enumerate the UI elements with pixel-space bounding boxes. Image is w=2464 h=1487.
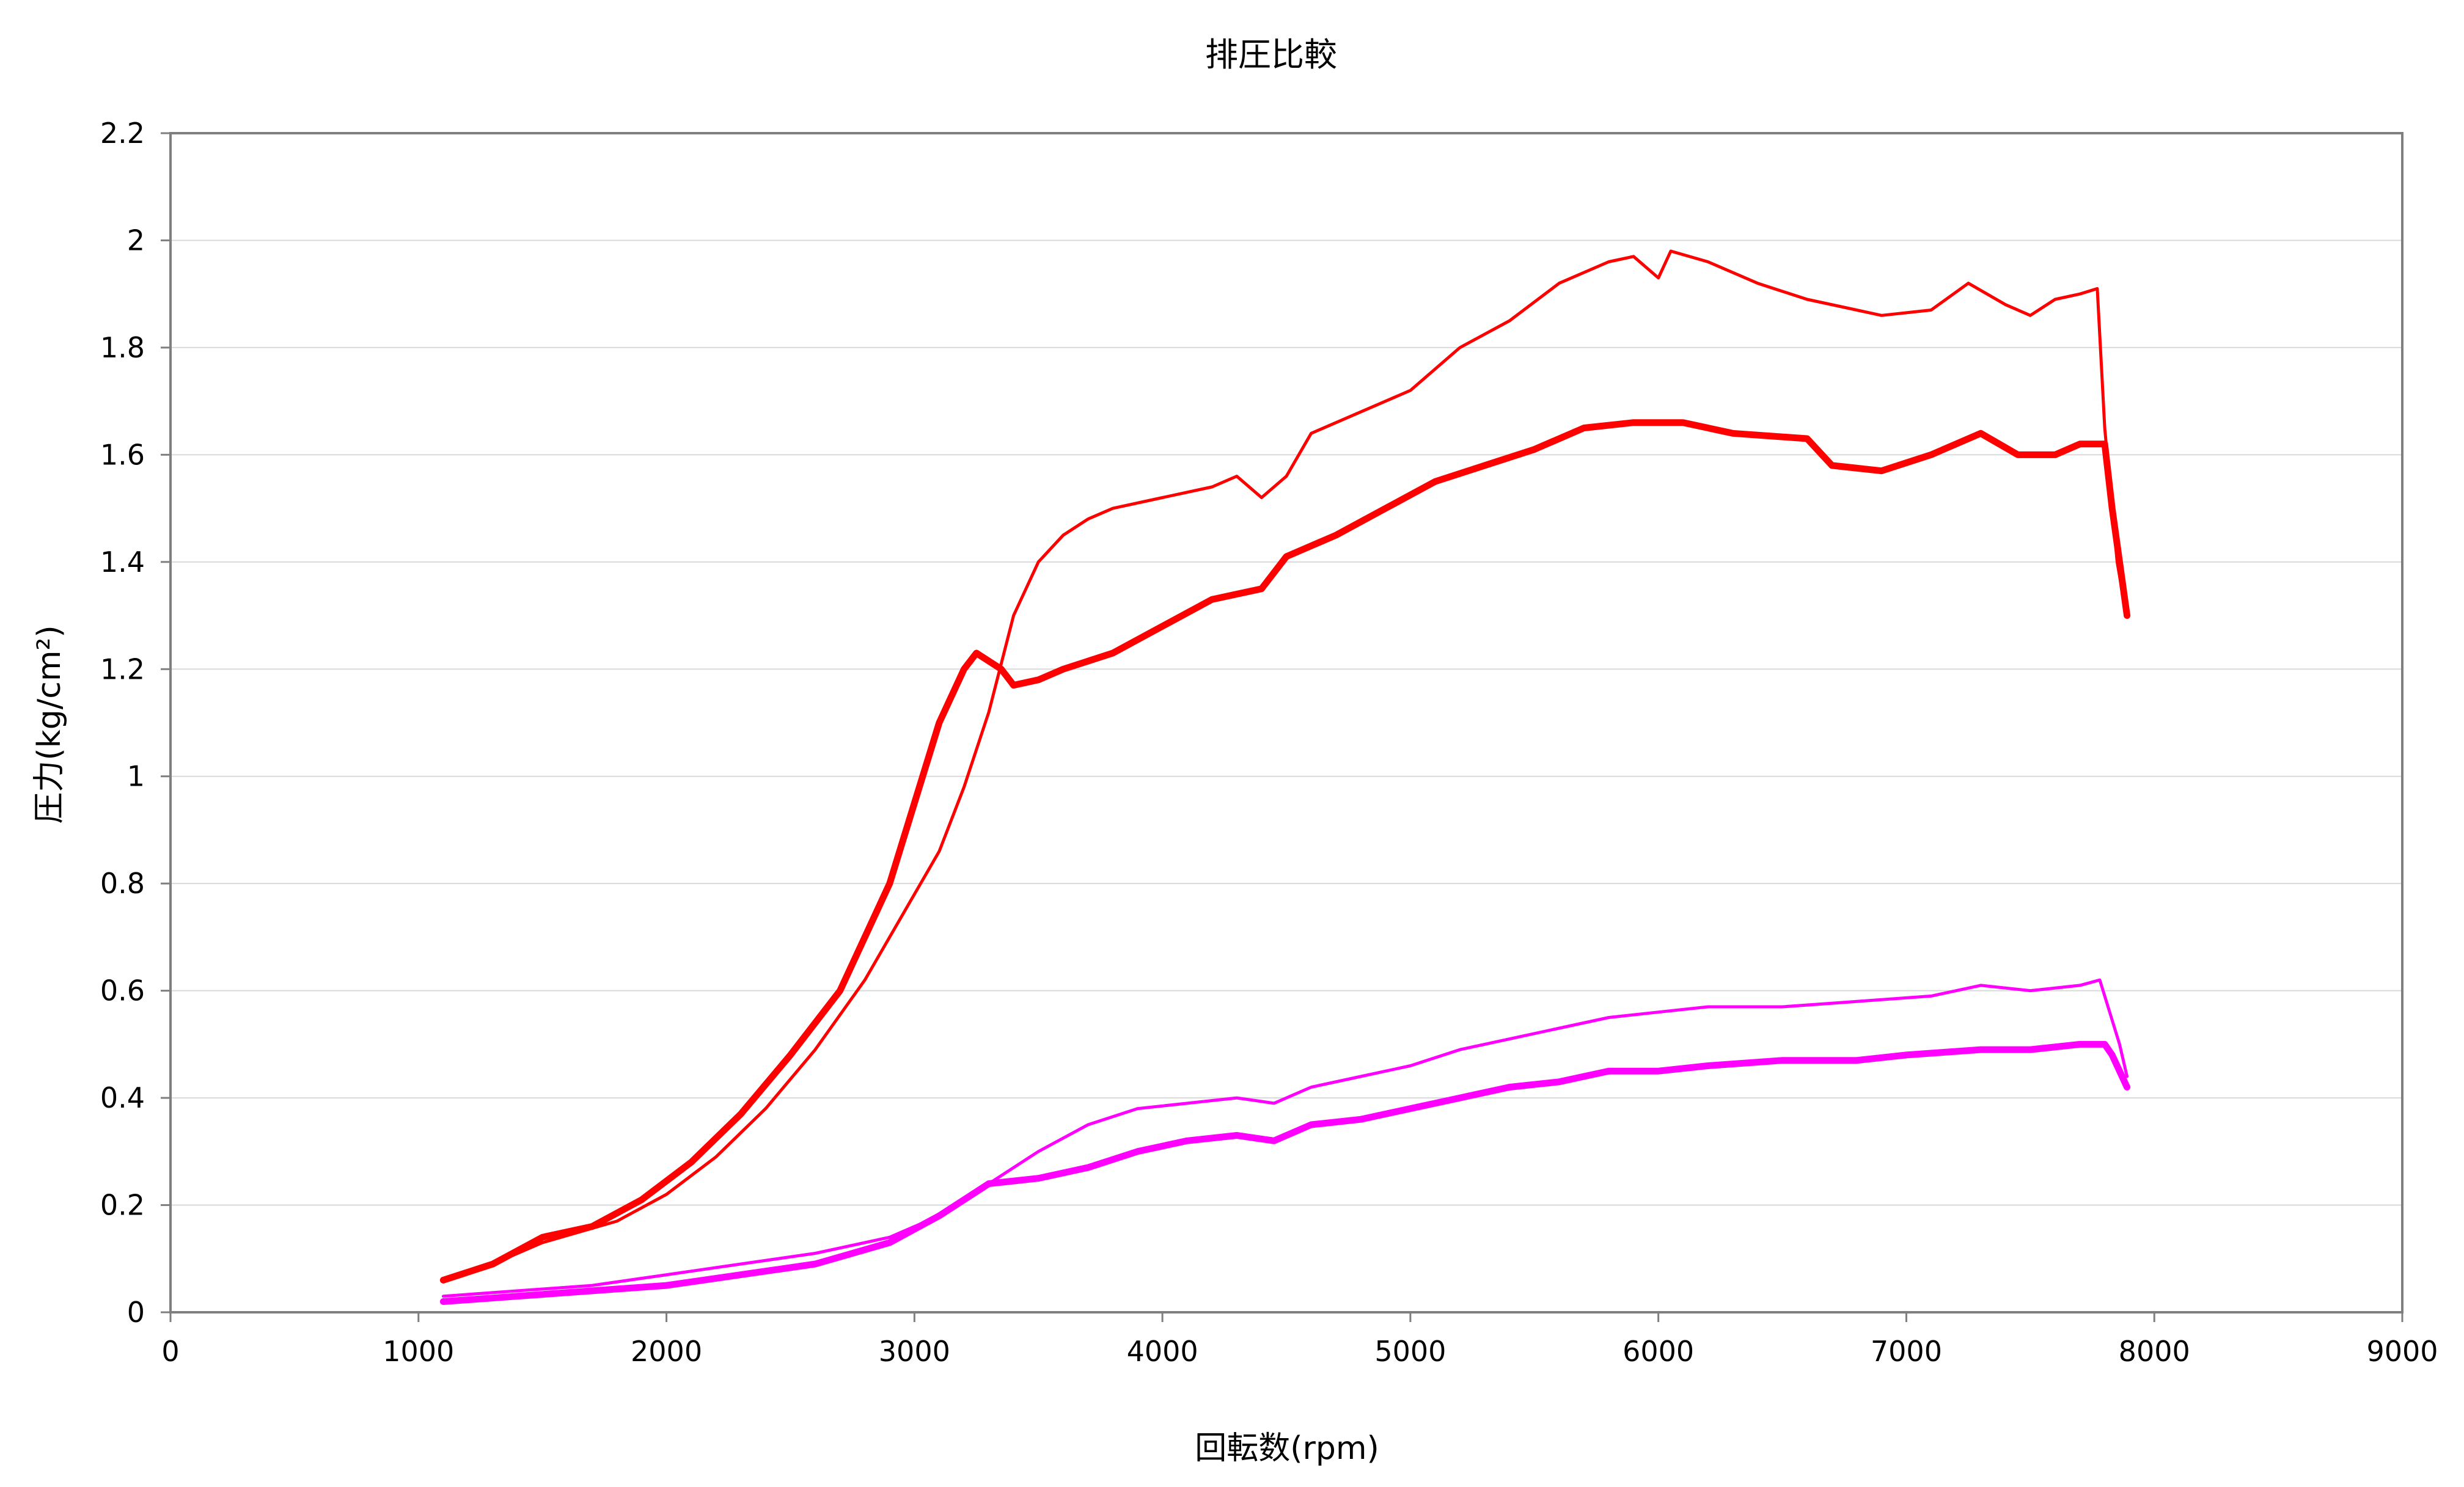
x-axis-title: 回転数(rpm) [1195, 1430, 1379, 1467]
x-axis-ticks: 0 1000 2000 3000 4000 5000 6000 7000 8000 9000 [161, 1312, 2438, 1368]
chart-title: 排圧比較 [1205, 35, 1337, 74]
x-tick-label: 3000 [879, 1335, 950, 1368]
y-tick-label: 2.2 [100, 117, 145, 150]
y-tick-label: 0.2 [100, 1189, 145, 1222]
y-tick-label: 0.8 [100, 867, 145, 900]
series-lines [439, 249, 2131, 1305]
x-tick-label: 2000 [631, 1335, 702, 1368]
y-axis-title: 圧力(kg/cm²) [31, 625, 68, 824]
gridlines [170, 239, 2402, 1206]
x-tick-label: 7000 [1871, 1335, 1942, 1368]
x-tick-label: 0 [161, 1335, 179, 1368]
y-tick-label: 1.4 [100, 546, 145, 579]
y-tick-label: 0.6 [100, 974, 145, 1007]
x-tick-label: 8000 [2119, 1335, 2190, 1368]
plot-area-frame [169, 132, 2404, 1313]
x-tick-label: 6000 [1623, 1335, 1694, 1368]
y-tick-label: 2 [127, 224, 145, 257]
y-axis-ticks: 0 0.2 0.4 0.6 0.8 1 1.2 1.4 1.6 1.8 2 2.2 [100, 117, 170, 1329]
x-tick-label: 4000 [1127, 1335, 1198, 1368]
x-tick-label: 9000 [2366, 1335, 2438, 1368]
series-line-3 [441, 978, 2129, 1298]
x-tick-label: 5000 [1374, 1335, 1446, 1368]
y-tick-label: 1 [127, 760, 145, 793]
y-tick-label: 1.2 [100, 652, 145, 685]
series-line-2 [439, 419, 2131, 1284]
x-tick-label: 1000 [383, 1335, 454, 1368]
y-tick-label: 1.8 [100, 331, 145, 364]
series-line-1 [447, 249, 2126, 1282]
y-tick-label: 0.4 [100, 1081, 145, 1114]
series-line-4 [439, 1040, 2131, 1305]
y-tick-label: 1.6 [100, 438, 145, 471]
y-tick-label: 0 [127, 1296, 145, 1329]
